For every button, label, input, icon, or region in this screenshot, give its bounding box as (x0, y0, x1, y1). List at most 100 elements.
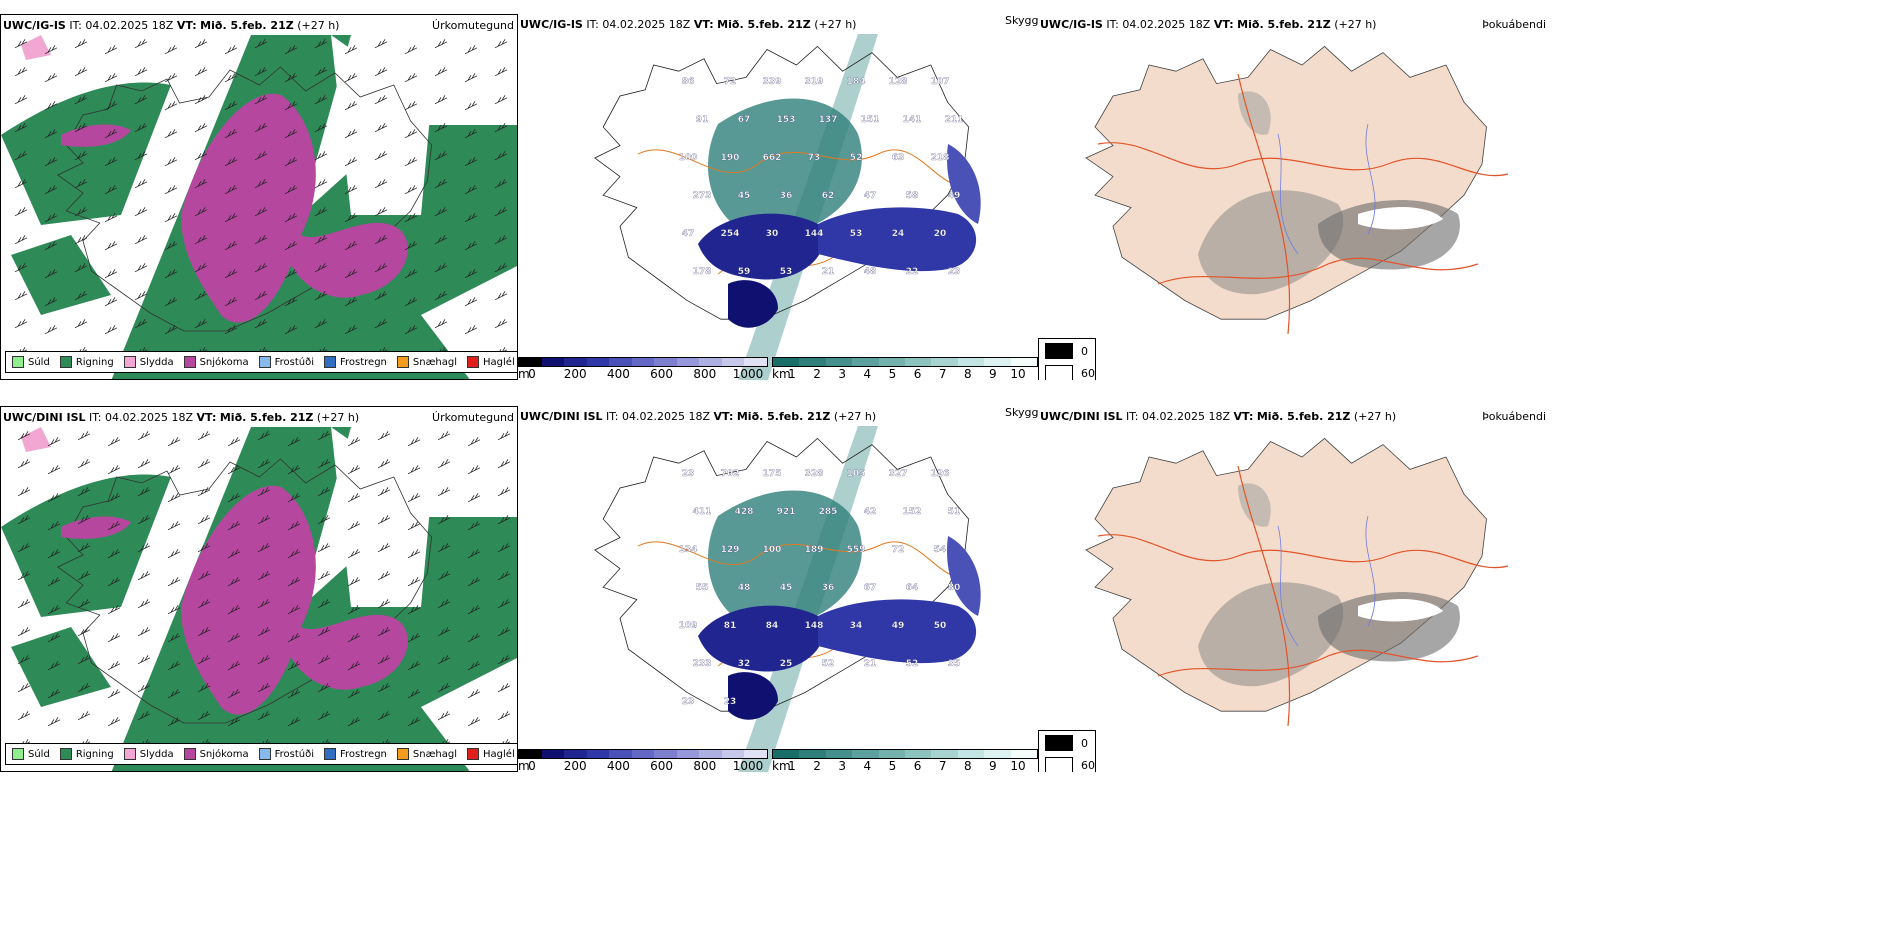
wind-barb (464, 157, 478, 167)
wind-barb (44, 241, 58, 251)
rivers (1277, 515, 1376, 647)
wind-barb (344, 157, 358, 167)
legend-label: Slydda (139, 356, 174, 368)
wind-barb (134, 179, 148, 189)
wind-barb (227, 633, 241, 643)
wind-barb (197, 487, 211, 497)
wind-barb (257, 627, 271, 637)
panel-name: Þokuábendi (1482, 18, 1546, 31)
wind-barb (347, 577, 361, 587)
cloud-base-label: 100 (679, 153, 698, 163)
wind-barb (47, 465, 61, 475)
legend-swatch (12, 356, 24, 368)
cloud-base-label: 62 (822, 191, 835, 201)
cloud-base-label: 141 (903, 115, 922, 125)
wind-barb (437, 571, 451, 581)
wind-barb (344, 101, 358, 111)
colorbar-tick: 1000 (732, 759, 764, 772)
cloud-base-label: 36 (822, 583, 835, 593)
legend-label: Súld (28, 748, 50, 760)
precip-legend-item: Snjókoma (183, 356, 249, 368)
cloud-base-label: 20 (934, 229, 947, 239)
wind-barb (167, 605, 181, 615)
wind-barb (377, 683, 391, 693)
cloud-base-label: 428 (735, 507, 754, 517)
wind-barb (404, 185, 418, 195)
cloud-base-label: 73 (808, 153, 821, 163)
wind-barb (374, 207, 388, 217)
colorbar-ticks: 1 2 3 4 5 6 7 8 9 10 (772, 367, 1038, 380)
legend-swatch (258, 748, 271, 760)
wind-barb (254, 235, 268, 245)
cloud-base-label: 151 (861, 115, 880, 125)
wind-barb (344, 73, 358, 83)
wind-barb (317, 627, 331, 637)
legend-swatch (123, 356, 136, 368)
cloud-base-label: 559 (847, 545, 866, 555)
wind-barb (497, 655, 511, 665)
wind-barb (107, 493, 121, 503)
wind-barb (497, 543, 511, 553)
wind-barb (227, 661, 241, 671)
wind-barb (254, 151, 268, 161)
legend-value: 0 (1081, 344, 1088, 358)
wind-barb (74, 319, 88, 329)
wind-barb (497, 487, 511, 497)
legend-value: 0 (1081, 736, 1088, 750)
wind-barb (77, 515, 91, 525)
wind-barb (314, 151, 328, 161)
colorbar-ticks: 0 200 400 600 800 1000 (518, 367, 768, 380)
wind-barb (434, 123, 448, 133)
wind-barb (77, 711, 91, 721)
wind-barb (164, 241, 178, 251)
wind-barb (194, 263, 208, 273)
wind-barb (227, 605, 241, 615)
wind-barb (437, 487, 451, 497)
colorbar-tick: 10 (1010, 759, 1026, 772)
legend-swatch (324, 748, 336, 760)
colorbar-tick: 1 (788, 367, 796, 380)
wind-barb (17, 515, 31, 525)
colorbar-unit: m (518, 759, 530, 772)
legend-swatch (1045, 343, 1073, 359)
wind-barb (464, 73, 478, 83)
cloud-base-label: 45 (738, 191, 751, 201)
wind-barb (377, 459, 391, 469)
cloud-base-label: 190 (721, 153, 740, 163)
wind-barb (254, 207, 268, 217)
wind-barb (284, 45, 298, 55)
wind-barb (194, 319, 208, 329)
colorbar-tick: 10 (1010, 367, 1026, 380)
colorbar-tick: 0 (528, 367, 536, 380)
wind-barb (137, 459, 151, 469)
wind-barb (347, 633, 361, 643)
wind-barb (407, 493, 421, 503)
wind-barb (134, 235, 148, 245)
colorbar-tick: 3 (838, 759, 847, 772)
wind-barb (194, 179, 208, 189)
wind-barb (107, 661, 121, 671)
wind-barb (287, 633, 301, 643)
wind-barb (344, 185, 358, 195)
cloud-base-label: 86 (682, 77, 695, 87)
wind-barb (404, 241, 418, 251)
wind-barb (374, 263, 388, 273)
wind-barb (107, 605, 121, 615)
wind-barb (197, 599, 211, 609)
cloud-base-area (947, 536, 981, 616)
wind-barb (497, 627, 511, 637)
rain-area (11, 627, 111, 707)
cloud-base-label: 91 (696, 115, 709, 125)
wind-barb (404, 73, 418, 83)
wind-barb (467, 717, 481, 727)
wind-barb (254, 291, 268, 301)
cloud-base-label: 144 (805, 229, 824, 239)
precip-legend-item: Frostregn (324, 748, 387, 760)
wind-barb (134, 39, 148, 49)
cloud-base-label: 23 (682, 469, 695, 479)
wind-barb (347, 689, 361, 699)
wind-barb (434, 67, 448, 77)
wind-barb (314, 235, 328, 245)
cloud-base-label: 52 (850, 153, 863, 163)
